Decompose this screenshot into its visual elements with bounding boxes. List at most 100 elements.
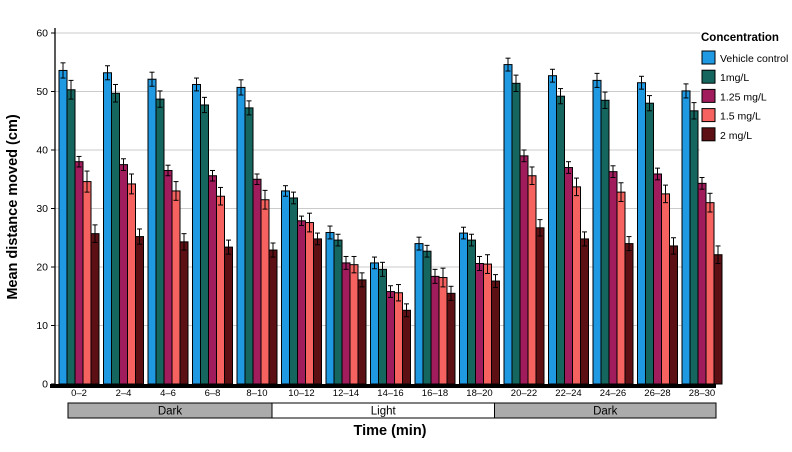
x-tick-label: 10–12: [288, 388, 314, 399]
bar: [394, 292, 403, 385]
bar: [616, 191, 626, 385]
bar: [349, 264, 359, 385]
legend-label: 1mg/L: [720, 72, 749, 84]
bar: [216, 195, 225, 385]
bar: [527, 175, 537, 385]
bar: [111, 92, 120, 385]
bar: [171, 190, 181, 385]
x-axis-line: [50, 384, 716, 388]
bar: [438, 277, 448, 385]
legend-swatch: [701, 69, 716, 84]
y-tick-label: 30: [36, 203, 48, 215]
bar: [402, 309, 411, 385]
y-tick-label: 0: [42, 379, 48, 391]
y-tick-label: 40: [36, 145, 48, 157]
bar: [580, 238, 589, 385]
bar: [179, 241, 189, 385]
bar: [511, 82, 521, 385]
bar: [260, 199, 270, 385]
y-tick-label: 60: [36, 28, 48, 40]
bar: [689, 110, 699, 385]
y-axis-title: Mean distance moved (cm): [5, 114, 21, 299]
bar: [483, 263, 492, 385]
bar: [637, 82, 646, 385]
bar: [313, 238, 322, 385]
bar: [333, 239, 343, 385]
x-tick-label: 26–28: [644, 388, 670, 399]
bar: [608, 171, 618, 385]
bar: [548, 75, 557, 385]
bar: [430, 275, 440, 385]
bar: [127, 183, 136, 385]
legend-label: 1.5 mg/L: [720, 111, 761, 123]
bar: [564, 167, 573, 385]
bar: [535, 227, 545, 385]
x-tick-label: 0–2: [71, 388, 87, 399]
plot-area: Dark Light Dark 0–2 2–4 4–6 6–8 8–10 10–12 12–14 1…: [36, 28, 788, 419]
bar: [119, 164, 128, 385]
legend-swatch: [701, 50, 716, 65]
bar: [325, 231, 335, 385]
bar: [244, 107, 254, 385]
legend-label: 1.25 mg/L: [720, 91, 767, 103]
bar: [155, 98, 165, 385]
bar: [697, 182, 707, 385]
bar: [74, 161, 84, 385]
bar: [713, 254, 723, 385]
y-tick-label: 50: [36, 86, 48, 98]
bar: [459, 232, 468, 385]
legend-swatch: [701, 127, 716, 142]
phase-band-label: Dark: [158, 406, 183, 418]
bar: [503, 64, 513, 385]
bar: [422, 250, 432, 385]
bar: [90, 233, 100, 385]
phase-band-label: Dark: [593, 406, 618, 418]
bar: [103, 72, 112, 385]
x-tick-label: 28–30: [689, 388, 715, 399]
x-tick-label: 14–16: [377, 388, 403, 399]
bar: [519, 155, 529, 385]
bar: [297, 220, 306, 385]
x-tick-label: 18–20: [466, 388, 492, 399]
legend-item: 1mg/L: [701, 69, 749, 84]
bar: [378, 268, 387, 385]
x-tick-label: 16–18: [422, 388, 448, 399]
bar: [147, 78, 157, 385]
x-tick-label: 4–6: [160, 388, 176, 399]
bar: [624, 243, 634, 385]
bar: [58, 69, 68, 385]
bar: [224, 246, 233, 385]
legend-item: 1.5 mg/L: [701, 108, 761, 123]
bar: [386, 291, 395, 385]
legend-item: 2 mg/L: [701, 127, 752, 142]
phase-band: [494, 402, 717, 419]
bar: [446, 292, 456, 385]
x-tick-label: 8–10: [246, 388, 267, 399]
bar: [268, 249, 278, 385]
bar: [163, 169, 173, 385]
bar: [82, 181, 92, 385]
bar: [705, 202, 715, 385]
legend-label: Vehicle control: [720, 53, 788, 65]
x-tick-label: 22–24: [555, 388, 581, 399]
bar: [370, 262, 379, 385]
bar: [252, 178, 262, 385]
bar: [236, 86, 246, 385]
x-axis-title: Time (min): [353, 423, 426, 439]
legend-item: 1.25 mg/L: [701, 88, 767, 103]
bar: [653, 173, 662, 385]
bar: [491, 280, 500, 385]
bar: [208, 175, 217, 385]
bar: [200, 104, 209, 385]
x-tick-label: 20–22: [511, 388, 537, 399]
bar: [661, 193, 670, 385]
phase-band-label: Light: [371, 406, 397, 418]
bar: [475, 262, 484, 385]
bar: [135, 236, 144, 385]
bar: [305, 222, 314, 385]
bar: [341, 262, 351, 385]
x-tick-label: 12–14: [333, 388, 359, 399]
bar: [592, 79, 602, 385]
bar: [281, 190, 290, 385]
